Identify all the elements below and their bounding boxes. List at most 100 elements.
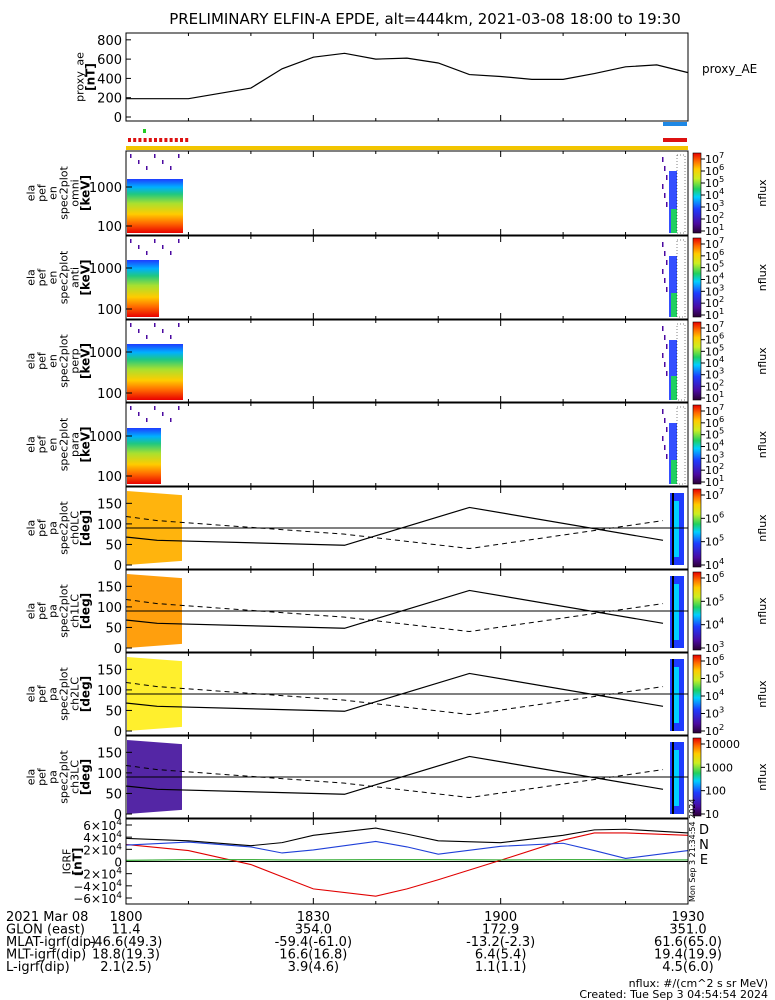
science-zone-mark-red <box>133 138 137 142</box>
spec-anti-cbar-label: nflux <box>756 263 769 291</box>
spec-para-sparse-mark <box>146 418 148 422</box>
spec-omni-cbar-tick-label: 106 <box>705 162 724 178</box>
pa-ch3-frame <box>125 735 689 819</box>
spec-perp-sparse-mark <box>146 335 148 339</box>
pa-ch0-cbar-label-text: nflux <box>756 514 769 542</box>
spec-omni-cbar-label-text: nflux <box>756 179 769 207</box>
pa-ch1-ylabel-line: pa <box>47 604 60 618</box>
spec-para-frame <box>125 402 689 487</box>
spec-omni-cbar-tick-label: 103 <box>705 198 724 214</box>
footer-row-value: 1800 <box>109 910 142 925</box>
footer-row-value: 351.0 <box>669 923 706 938</box>
spec-perp-sparse-mark <box>130 323 132 327</box>
science-zone-mark-red <box>128 138 131 142</box>
spec-para-sparse-mark <box>154 406 156 410</box>
panel-para: 1000100elapefenspec2plotpara[keV]1071061… <box>25 402 770 489</box>
spec-para-ylabel-line: ela <box>25 436 38 453</box>
spec-anti-sparse-mark <box>162 245 164 249</box>
pa-ch0-ytick-label: 0 <box>114 559 122 574</box>
pa-ch3-ylabel-line: spec2plot <box>58 750 71 804</box>
spec-perp-burst-dot <box>662 326 664 331</box>
pa-ch1-ytick-label: 150 <box>97 580 122 595</box>
spec-para-cbar-tick-label: 107 <box>705 402 724 418</box>
pa-ch0-frame <box>125 486 689 570</box>
pa-ch2-ylabel-line: ela <box>25 686 38 703</box>
spec-perp-burst-dot <box>664 362 666 367</box>
spec-anti-cbar-tick-label: 101 <box>705 306 724 322</box>
spec-anti-burst-hatch <box>676 239 686 318</box>
spec-perp-cbar-tick-label: 102 <box>705 377 724 393</box>
pa-ch1-loss-cone <box>125 589 664 629</box>
pa-ch1-cbar-tick-label: 103 <box>705 639 724 655</box>
spec-para-ylabel-line: pef <box>36 435 49 454</box>
spec-anti-cbar-tick-label: 106 <box>705 247 724 263</box>
footer-units-note: nflux: #/(cm^2 s sr MeV) <box>629 977 768 990</box>
spec-omni-cbar-tick-label: 105 <box>705 174 724 190</box>
spec-para-cbar-tick-label: 103 <box>705 449 724 465</box>
spec-anti-sparse-mark <box>170 251 172 255</box>
spec-omni-sparse-mark <box>138 160 140 164</box>
pa-ch3-ytick-label: 50 <box>105 787 122 802</box>
proxy-ytick-label: 400 <box>97 72 122 87</box>
spec-perp-sparse-mark <box>162 329 164 333</box>
spec-anti-burst-dot <box>664 251 666 256</box>
spec-perp-ylabel-line: spec2plot <box>58 334 71 388</box>
spec-para-ytick-label: 1000 <box>89 430 122 445</box>
pa-ch3-ylabel-line: pef <box>36 767 49 786</box>
spec-perp-ytick-label: 1000 <box>89 346 122 361</box>
footer-row-value: 3.9(4.6) <box>288 960 340 975</box>
spec-omni-ytick-label: 1000 <box>89 181 122 196</box>
pa-ch1-frame <box>125 569 689 653</box>
footer-row-value: -13.2(-2.3) <box>466 935 535 950</box>
spec-omni-sparse-mark <box>170 166 172 170</box>
proxy-ytick-label: 200 <box>97 92 122 107</box>
spec-anti-ylabel-line: spec2plot <box>58 250 71 304</box>
spec-anti-ylabel-line: [keV] <box>79 259 93 295</box>
igrf-ylabel: IGRF[nT] <box>61 848 85 876</box>
pa-ch3-ytick-label: 100 <box>97 767 122 782</box>
spec-perp-ylabel-line: perp <box>69 348 82 373</box>
panel-igrf: 6×1044×1042×1040−2×104−4×104−6×104IGRF[n… <box>61 799 710 907</box>
science-zone-mark-red-end <box>663 138 687 142</box>
spec-anti-burst-green <box>671 293 677 317</box>
footer-row-label: GLON (east) <box>6 923 85 938</box>
pa-ch3-ylabel-line: ch3LC <box>69 760 82 794</box>
spec-para-cbar-tick-label: 104 <box>705 438 724 454</box>
spec-perp-frame <box>125 319 689 403</box>
pa-ch2-cbar-label: nflux <box>756 680 769 708</box>
pa-ch2-ylabel-line: ch2LC <box>69 677 82 711</box>
spec-omni-cbar-tick-label: 101 <box>705 222 724 238</box>
spec-perp-burst-dot <box>666 344 668 349</box>
spec-anti-burst-dot <box>662 242 664 247</box>
igrf-line-bmag <box>125 827 689 847</box>
spec-perp-burst-hatch <box>676 323 686 401</box>
pa-ch3-ylabel-line: ela <box>25 769 38 786</box>
spec-para-burst-dot <box>662 409 664 414</box>
footer-row-value: 172.9 <box>482 923 519 938</box>
pa-ch2-burst-core <box>673 667 679 723</box>
pa-ch1-ylabel-line: ela <box>25 603 38 620</box>
science-zone-mark-red <box>154 138 157 142</box>
spec-perp-cbar-label-text: nflux <box>756 347 769 375</box>
proxy-ytick-label: 800 <box>97 34 122 49</box>
spec-anti-cbar-tick-label: 107 <box>705 235 724 251</box>
spec-perp-cbar-tick-label: 101 <box>705 389 724 405</box>
spec-omni-burst-green <box>671 209 677 233</box>
pa-ch0-ylabel-line: pef <box>36 518 49 537</box>
science-zone-mark-blue <box>663 122 687 126</box>
pa-ch3-ylabel-line: [deg] <box>79 759 93 795</box>
science-zone-mark-red <box>159 138 163 142</box>
igrf-ylabel-line: [nT] <box>71 848 85 876</box>
footer-created: Created: Tue Sep 3 04:54:54 2024 <box>579 988 768 1000</box>
igrf-ytick-label: −4×104 <box>73 879 122 894</box>
pa-ch3-cbar-label-text: nflux <box>756 763 769 791</box>
footer-row-value: 1930 <box>671 910 704 925</box>
pa-ch0-ylabel-line: pa <box>47 521 60 535</box>
footer-row-value: 4.5(6.0) <box>662 960 714 975</box>
